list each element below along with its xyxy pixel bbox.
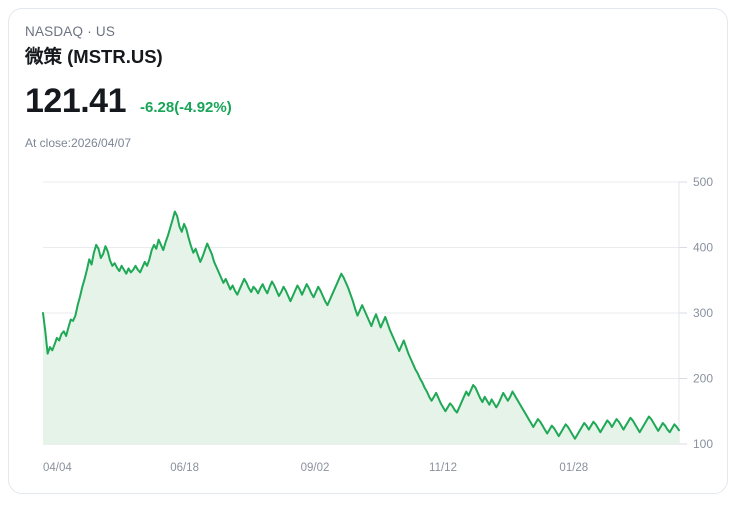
y-axis-tick-label: 500 <box>693 175 713 189</box>
y-axis-tick-label: 200 <box>693 372 713 386</box>
y-axis-tick-label: 400 <box>693 241 713 255</box>
price-chart-svg: 500 400 300 200 100 04/04 06/18 09/02 11/12 01/28 <box>42 175 713 474</box>
price-change: -6.28(-4.92%) <box>140 99 232 116</box>
price-line <box>42 210 680 440</box>
x-axis-tick-label: 06/18 <box>170 462 199 474</box>
region-label: US <box>95 24 116 39</box>
quote-header: NASDAQ · US 微策 (MSTR.US) 121.41 -6.28(-4.9… <box>25 23 445 151</box>
separator-dot: · <box>87 24 92 39</box>
price-chart[interactable]: 500 400 300 200 100 04/04 06/18 09/02 11/12 01/28 <box>9 169 727 489</box>
x-axis-tick-label: 11/12 <box>429 462 457 474</box>
price-area-fill <box>43 211 679 444</box>
x-axis-tick-label: 01/28 <box>559 462 588 474</box>
market-status-note: At close:2026/04/07 <box>25 136 132 150</box>
exchange-label: NASDAQ <box>25 24 84 39</box>
price-row: 121.41 -6.28(-4.92%) <box>25 81 445 121</box>
y-axis-tick-label: 300 <box>693 306 713 320</box>
x-axis-tick-label: 04/04 <box>43 462 72 474</box>
stock-quote-card: NASDAQ · US 微策 (MSTR.US) 121.41 -6.28(-4.9… <box>8 8 728 494</box>
y-axis-tick-label: 100 <box>693 437 713 451</box>
current-price: 121.41 <box>25 82 127 120</box>
x-axis-tick-label: 09/02 <box>301 462 330 474</box>
exchange-region-line: NASDAQ · US <box>25 23 445 41</box>
page-title: 微策 (MSTR.US) <box>25 46 163 67</box>
